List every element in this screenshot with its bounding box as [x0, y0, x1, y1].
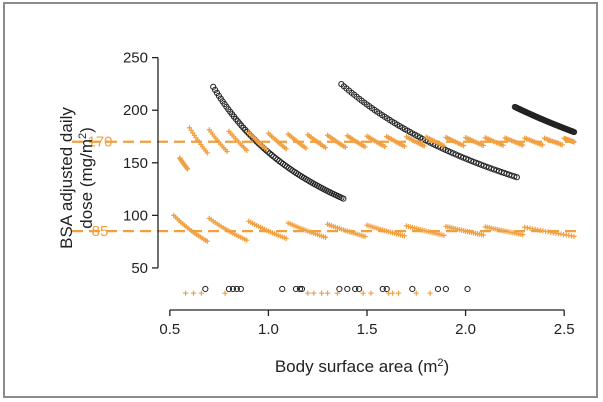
- data-point-plus: [342, 144, 348, 150]
- data-point-plus: [559, 142, 565, 148]
- y-tick-label: 50: [131, 260, 148, 277]
- y-tick-label: 200: [123, 102, 148, 119]
- y-tick-label: 250: [123, 50, 148, 67]
- data-point-plus: [283, 146, 289, 152]
- data-point-plus: [244, 237, 250, 243]
- data-point-plus: [362, 233, 368, 240]
- data-point-plus: [390, 290, 396, 296]
- data-point-plus: [311, 290, 317, 296]
- data-point-plus: [413, 290, 419, 296]
- data-point-circle: [336, 285, 343, 293]
- data-point-plus: [324, 290, 331, 296]
- data-point-plus: [520, 232, 526, 238]
- data-point-plus: [421, 143, 427, 149]
- series-black-circles: [202, 81, 578, 293]
- y-axis-label-line2: dose (mg/m2): [77, 127, 96, 229]
- data-point-plus: [319, 290, 325, 296]
- data-point-plus: [362, 144, 368, 150]
- data-point-circle: [340, 195, 347, 202]
- data-point-circle: [434, 285, 442, 293]
- data-point-plus: [461, 143, 467, 149]
- data-point-plus: [222, 290, 228, 296]
- data-point-plus: [184, 166, 191, 172]
- data-point-circle: [279, 285, 286, 293]
- x-tick-label: 2.0: [455, 321, 476, 338]
- y-axis-label-line1: BSA adjusted daily: [57, 107, 76, 249]
- data-point-plus: [480, 142, 486, 149]
- data-point-plus: [184, 165, 190, 171]
- reference-lines: 170 85: [72, 134, 576, 240]
- data-point-plus: [441, 143, 447, 149]
- reference-label-170: 170: [87, 134, 112, 151]
- data-point-plus: [322, 145, 329, 151]
- data-point-circle: [511, 173, 518, 180]
- data-point-plus: [500, 142, 506, 148]
- y-tick-label: 150: [123, 155, 148, 172]
- data-point-plus: [198, 290, 204, 296]
- data-point-circle: [379, 285, 386, 293]
- y-tick-label: 100: [123, 207, 148, 224]
- x-tick-label: 1.5: [357, 321, 378, 338]
- data-point-plus: [263, 146, 270, 153]
- data-point-circle: [344, 285, 351, 293]
- data-point-plus: [305, 290, 311, 296]
- data-point-circle: [225, 285, 233, 293]
- data-point-plus: [360, 290, 366, 296]
- data-point-plus: [382, 143, 388, 150]
- data-point-plus: [427, 290, 433, 296]
- data-point-plus: [183, 290, 189, 296]
- series-orange-plus: [171, 125, 577, 296]
- data-point-circle: [270, 153, 277, 160]
- data-point-circle: [356, 285, 363, 293]
- data-point-plus: [322, 234, 329, 240]
- chart-frame: [3, 2, 598, 398]
- data-point-circle: [409, 285, 416, 293]
- data-point-plus: [395, 290, 402, 296]
- data-point-plus: [401, 233, 408, 239]
- x-tick-label: 1.0: [258, 321, 279, 338]
- data-point-circle: [237, 285, 244, 293]
- data-point-circle: [298, 285, 306, 293]
- data-point-plus: [368, 290, 374, 296]
- x-tick-label: 2.5: [554, 321, 575, 338]
- data-point-circle: [513, 174, 520, 181]
- y-axis-label-sup: 2: [77, 133, 89, 139]
- data-point-circle: [272, 154, 279, 162]
- data-point-circle: [202, 285, 209, 293]
- data-point-plus: [401, 143, 408, 149]
- data-point-plus: [539, 142, 546, 148]
- data-point-plus: [283, 235, 289, 242]
- data-point-plus: [520, 142, 526, 148]
- data-point-circle: [296, 285, 304, 293]
- data-point-plus: [334, 290, 341, 296]
- data-point-circle: [268, 151, 275, 159]
- data-point-circle: [464, 285, 471, 293]
- data-point-plus: [190, 290, 197, 296]
- data-point-circle: [210, 83, 217, 90]
- x-axis-label: Body surface area (m2): [275, 357, 449, 376]
- data-point-plus: [204, 238, 210, 244]
- x-axis-label-sup: 2: [437, 357, 443, 369]
- data-point-circle: [352, 285, 359, 293]
- data-point-plus: [204, 150, 210, 156]
- data-point-plus: [244, 147, 250, 153]
- data-point-circle: [383, 285, 390, 293]
- reference-label-85: 85: [92, 223, 109, 240]
- data-point-plus: [224, 148, 230, 155]
- axes: 50 100 150 200 250 0.5 1.0 1.5 2.0 2.5: [123, 50, 575, 338]
- data-point-plus: [441, 232, 447, 238]
- data-point-circle: [233, 285, 240, 293]
- data-point-circle: [229, 285, 237, 293]
- data-point-circle: [442, 285, 449, 293]
- data-point-plus: [480, 232, 486, 238]
- data-point-plus: [303, 145, 309, 151]
- data-point-circle: [570, 128, 578, 136]
- x-tick-label: 0.5: [159, 321, 180, 338]
- data-point-circle: [266, 150, 273, 157]
- data-point-plus: [571, 233, 577, 239]
- data-point-circle: [292, 285, 300, 293]
